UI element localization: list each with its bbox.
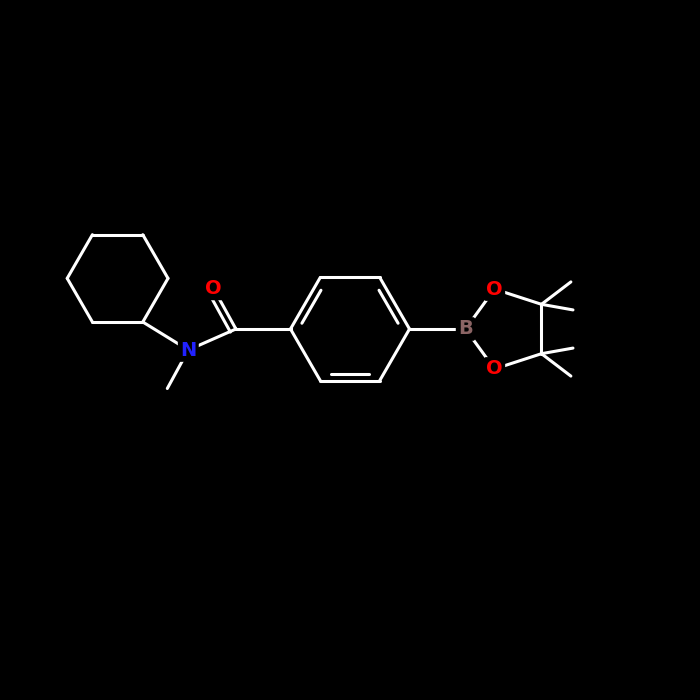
Text: O: O xyxy=(486,279,503,299)
Text: O: O xyxy=(205,279,222,298)
Text: N: N xyxy=(180,340,197,360)
Text: O: O xyxy=(486,359,503,379)
Text: B: B xyxy=(458,319,473,339)
